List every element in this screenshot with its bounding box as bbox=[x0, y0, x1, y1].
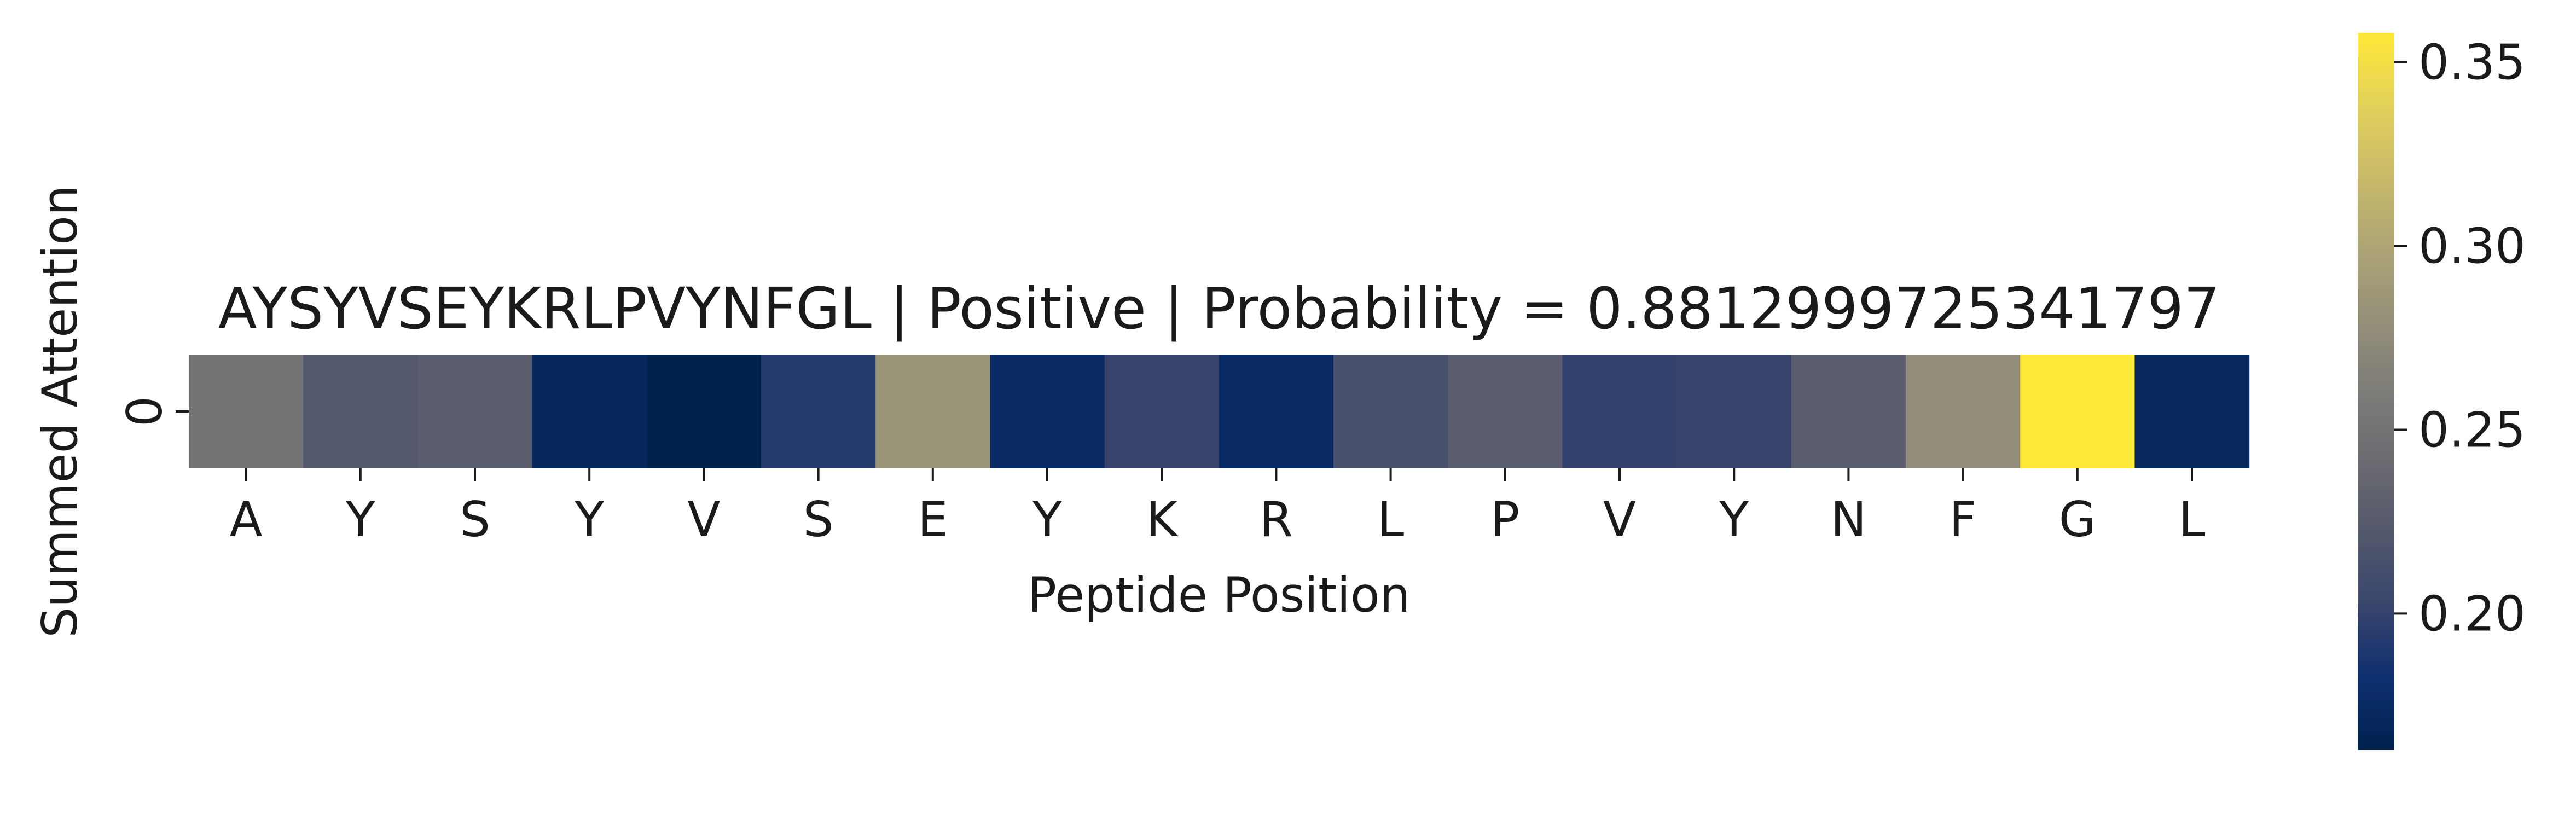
x-tick-label: V bbox=[1603, 491, 1636, 548]
heatmap-cell bbox=[303, 355, 418, 468]
colorbar-ticks: 0.20 0.25 0.30 0.35 bbox=[2394, 34, 2526, 642]
x-axis-label: Peptide Position bbox=[1028, 567, 1411, 623]
y-axis-ticks: 0 bbox=[117, 396, 189, 427]
heatmap-cell bbox=[990, 355, 1105, 468]
colorbar-tick-label: 0.35 bbox=[2418, 34, 2526, 91]
x-tick-label: N bbox=[1830, 491, 1866, 548]
heatmap-cell bbox=[1676, 355, 1792, 468]
heatmap-cell bbox=[1448, 355, 1563, 468]
heatmap-cell bbox=[532, 355, 647, 468]
x-tick-label: Y bbox=[1032, 491, 1062, 548]
x-tick-label: R bbox=[1260, 491, 1293, 548]
heatmap-cell bbox=[1104, 355, 1220, 468]
heatmap-cells bbox=[189, 355, 2250, 468]
heatmap-cell bbox=[417, 355, 533, 468]
x-tick-label: S bbox=[460, 491, 490, 548]
heatmap-cell bbox=[646, 355, 762, 468]
heatmap-cell bbox=[761, 355, 876, 468]
colorbar-tick-label: 0.30 bbox=[2418, 218, 2526, 275]
x-tick-label: G bbox=[2059, 491, 2096, 548]
heatmap-cell bbox=[2134, 355, 2250, 468]
x-tick-label: S bbox=[803, 491, 834, 548]
heatmap-cell bbox=[1219, 355, 1334, 468]
x-tick-label: F bbox=[1949, 491, 1977, 548]
colorbar-tick-label: 0.20 bbox=[2418, 585, 2526, 642]
heatmap-cell bbox=[189, 355, 304, 468]
x-tick-label: K bbox=[1146, 491, 1179, 548]
x-tick-label: Y bbox=[574, 491, 604, 548]
colorbar-tick-label: 0.25 bbox=[2418, 402, 2526, 459]
heatmap-cell bbox=[1791, 355, 1906, 468]
x-tick-label: Y bbox=[1719, 491, 1749, 548]
heatmap-cell bbox=[1333, 355, 1448, 468]
x-tick-label: P bbox=[1490, 491, 1519, 548]
heatmap-cell bbox=[875, 355, 990, 468]
x-tick-label: E bbox=[918, 491, 948, 548]
heatmap-cell bbox=[1562, 355, 1678, 468]
y-axis-label: Summed Attention bbox=[32, 185, 88, 637]
x-tick-label: A bbox=[229, 491, 262, 548]
x-tick-label: Y bbox=[345, 491, 375, 548]
x-tick-label: V bbox=[687, 491, 720, 548]
x-tick-label: L bbox=[1377, 491, 1404, 548]
heatmap-cell bbox=[1906, 355, 2021, 468]
heatmap-cell bbox=[2020, 355, 2135, 468]
x-tick-label: L bbox=[2178, 491, 2205, 548]
chart-title: AYSYVSEYKRLPVYNFGL | Positive | Probabil… bbox=[218, 275, 2220, 342]
colorbar bbox=[2358, 33, 2394, 750]
y-tick-label: 0 bbox=[117, 396, 173, 427]
